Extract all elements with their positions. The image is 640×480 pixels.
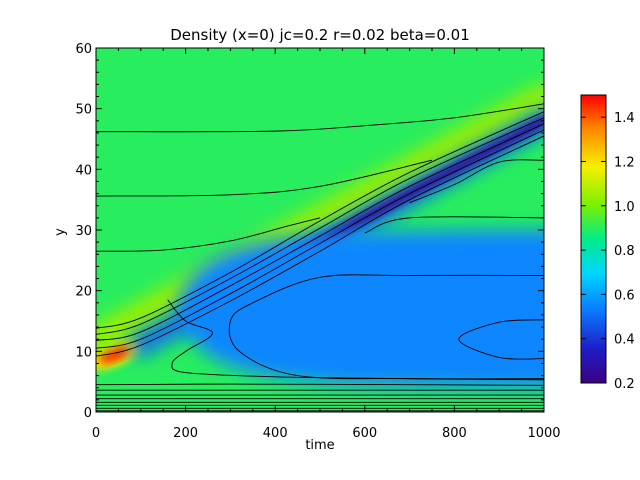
colorbar-tick-label: 0.4 [614,333,635,348]
contour-line-6 [96,123,544,341]
heat-depleted-region [176,230,544,388]
x-tick-label: 400 [263,426,288,441]
colorbar-tick-label: 0.8 [614,244,635,259]
y-axis: 0 10 20 30 40 50 60 [75,42,544,421]
y-tick-label: 20 [75,285,92,300]
contour-line-8 [96,135,544,357]
x-tick-label: 1000 [527,426,560,441]
contour-line-3 [96,217,321,252]
contour-line-1 [96,103,544,133]
y-tick-label: 30 [75,224,92,239]
chart-title: Density (x=0) jc=0.2 r=0.02 beta=0.01 [170,26,470,44]
x-tick-label: 0 [92,426,100,441]
colorbar: 0.2 0.4 0.6 0.8 1.0 1.2 1.4 [580,94,635,392]
contour-line-12 [167,299,544,381]
colorbar-gradient [580,94,607,384]
x-tick-label: 800 [442,426,467,441]
contour-line-10 [364,216,544,234]
contour-line-5 [96,117,544,335]
y-tick-label: 40 [75,163,92,178]
colorbar-tick-label: 0.6 [614,288,635,303]
x-tick-label: 200 [173,426,198,441]
contour-lines [96,103,544,412]
y-tick-label: 0 [84,406,92,421]
contour-line-4 [96,111,544,329]
colorbar-tick-label: 1.2 [614,155,635,170]
y-tick-label: 60 [75,42,92,57]
contour-line-9 [409,159,544,204]
colorbar-tick-label: 0.2 [614,377,635,392]
y-axis-label: y [53,228,68,236]
x-axis-label: time [305,438,334,453]
contour-line-7 [96,129,544,349]
heat-peak [98,345,129,364]
y-tick-label: 10 [75,345,92,360]
y-tick-label: 50 [75,103,92,118]
contour-line-2 [96,159,433,197]
x-tick-label: 600 [352,426,377,441]
colorbar-tick-label: 1.0 [614,200,635,215]
heatmap [96,48,544,412]
contour-line-13 [458,319,544,360]
colorbar-ticks: 0.2 0.4 0.6 0.8 1.0 1.2 1.4 [581,111,635,392]
contour-line-14 [96,383,544,386]
x-axis: 0 200 400 600 800 1000 [92,48,561,441]
colorbar-tick-label: 1.4 [614,111,635,126]
